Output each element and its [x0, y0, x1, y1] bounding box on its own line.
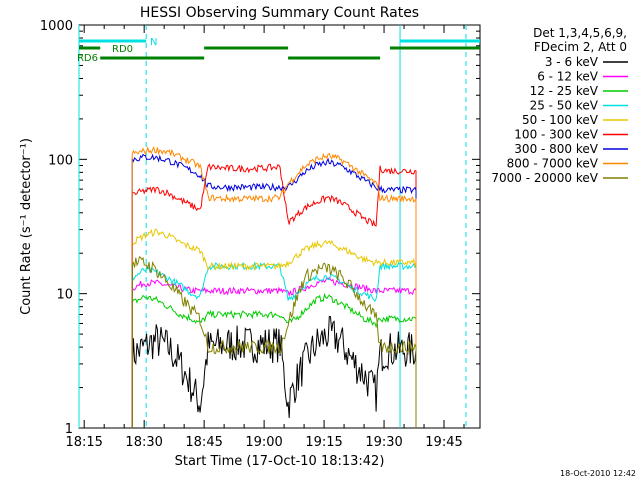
y-tick-label: 1 [65, 422, 73, 437]
legend-entry-label: 6 - 12 keV [537, 70, 599, 84]
series-line-300-800-kev [131, 153, 417, 428]
flag-label-n: N [150, 37, 157, 48]
legend-entry-label: 300 - 800 keV [514, 142, 598, 156]
series-line-50-100-kev [131, 228, 417, 428]
legend-entry-label: 100 - 300 keV [514, 128, 598, 142]
series-line-12-25-kev [131, 292, 417, 428]
x-tick-label: 19:15 [305, 435, 342, 450]
y-tick-label: 100 [48, 153, 73, 168]
plot-frame [78, 24, 481, 429]
x-axis-label: Start Time (17-Oct-10 18:13:42) [175, 454, 385, 469]
x-tick-label: 18:45 [185, 435, 222, 450]
legend-entry-label: 800 - 7000 keV [507, 157, 599, 171]
y-tick-label: 10 [56, 288, 73, 303]
x-tick-label: 19:30 [365, 435, 402, 450]
legend-entry-label: 3 - 6 keV [545, 55, 599, 69]
series-line-7000-20000-kev [131, 256, 417, 428]
y-axis-label: Count Rate (s⁻¹ detector⁻¹) [19, 138, 34, 315]
series-line-100-300-kev [131, 163, 417, 428]
flag-label-rd0: RD0 [112, 44, 133, 55]
x-tick-label: 18:30 [125, 435, 162, 450]
x-tick-label: 19:00 [245, 435, 282, 450]
series-line-800-7000-kev [131, 145, 417, 428]
flag-label-rd6: RD6 [77, 53, 98, 64]
legend-entry-label: 7000 - 20000 keV [491, 171, 598, 185]
legend-header-detectors: Det 1,3,4,5,6,9, [533, 26, 627, 40]
y-tick-label: 1000 [40, 19, 73, 34]
legend-entry-label: 50 - 100 keV [522, 113, 599, 127]
series-line-3-6-kev [131, 315, 417, 428]
timestamp: 18-Oct-2010 12:42 [560, 469, 636, 478]
chart-title: HESSI Observing Summary Count Rates [140, 5, 419, 21]
x-tick-label: 18:15 [65, 435, 102, 450]
legend-entry-label: 12 - 25 keV [530, 84, 599, 98]
legend-header-fdecim: FDecim 2, Att 0 [534, 40, 627, 54]
legend-entry-label: 25 - 50 keV [530, 99, 599, 113]
x-tick-label: 19:45 [425, 435, 462, 450]
series-line-6-12-kev [131, 276, 417, 428]
